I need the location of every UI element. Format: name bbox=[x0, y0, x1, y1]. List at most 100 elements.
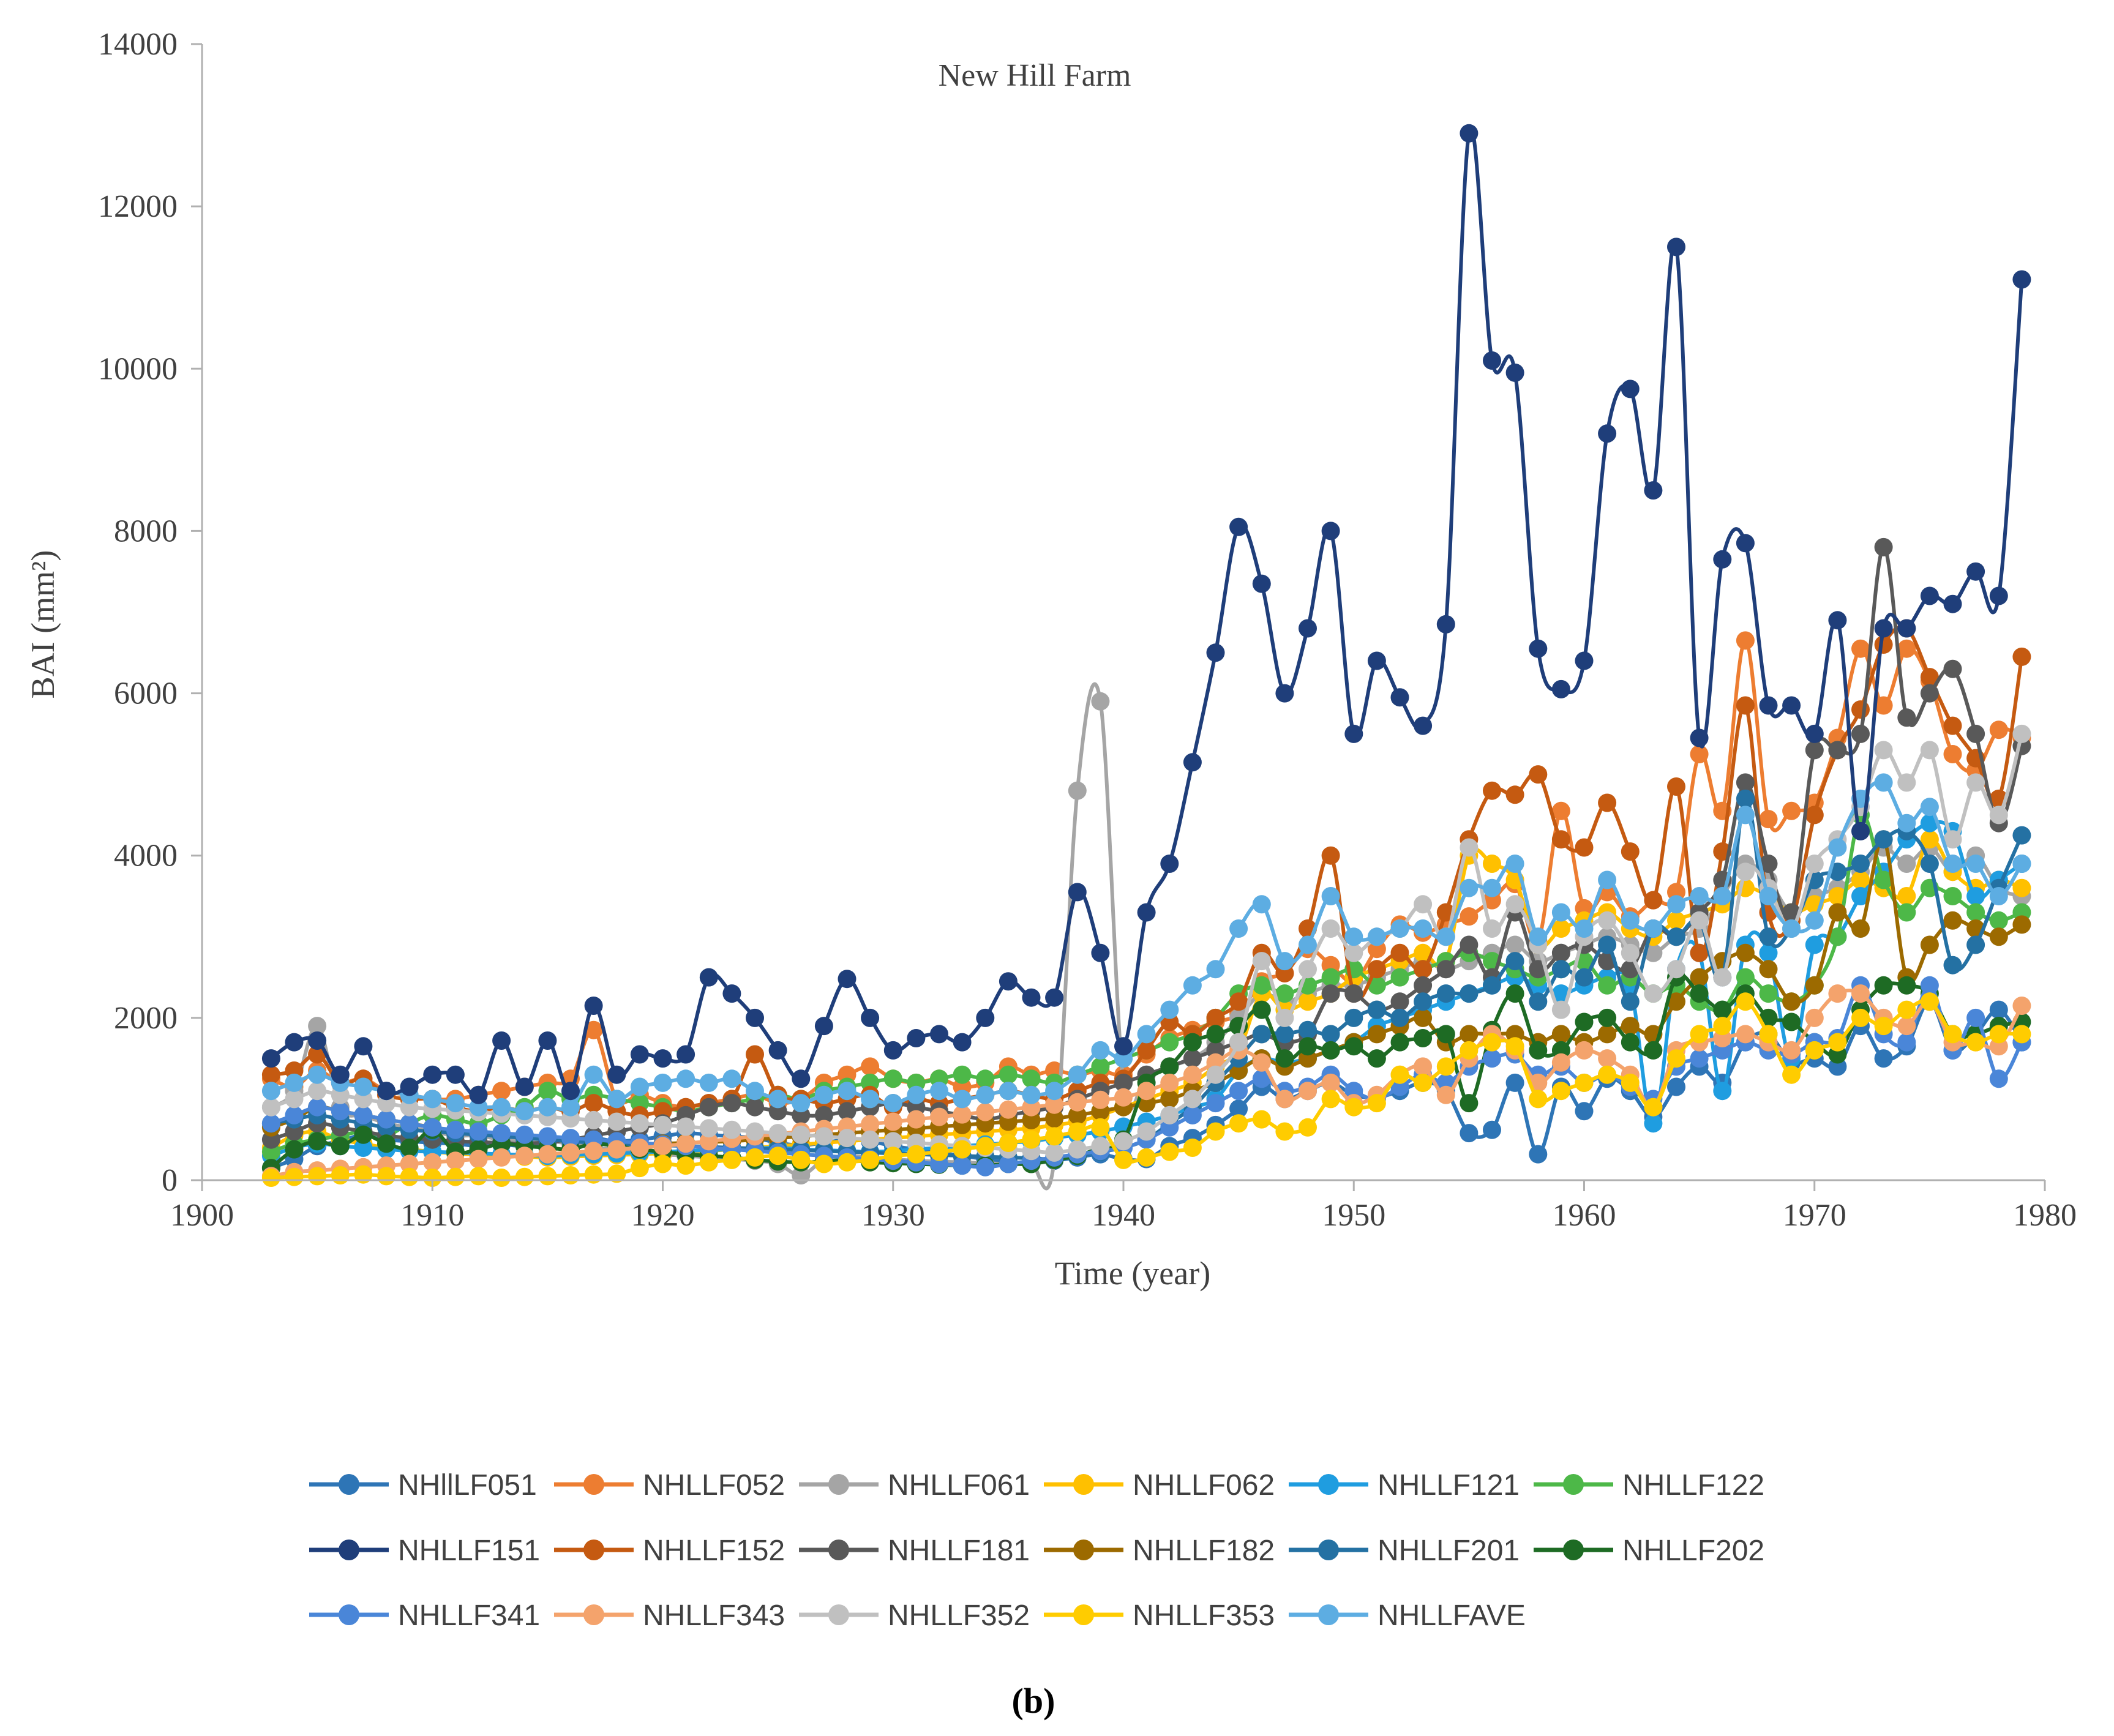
data-point bbox=[1252, 895, 1271, 914]
data-point bbox=[1045, 1143, 1064, 1162]
data-point bbox=[446, 1151, 465, 1170]
data-point bbox=[1690, 984, 1709, 1003]
data-point bbox=[653, 1154, 672, 1173]
legend-label: NHLLF341 bbox=[398, 1599, 540, 1632]
data-point bbox=[1598, 935, 1617, 954]
data-point bbox=[1713, 1082, 1732, 1101]
data-point bbox=[308, 1065, 327, 1084]
data-point bbox=[1045, 1095, 1064, 1114]
data-point bbox=[653, 1115, 672, 1134]
data-point bbox=[1575, 919, 1594, 938]
legend-label: NHLLF353 bbox=[1133, 1599, 1275, 1632]
data-point bbox=[1229, 1082, 1248, 1101]
data-point bbox=[999, 1082, 1018, 1101]
data-point bbox=[1275, 1090, 1294, 1109]
data-point bbox=[492, 1031, 511, 1050]
data-point bbox=[285, 1140, 304, 1159]
data-point bbox=[976, 1085, 995, 1104]
data-point bbox=[1414, 1073, 1433, 1092]
legend-swatch-marker bbox=[1318, 1604, 1339, 1625]
data-point bbox=[1736, 943, 1755, 962]
data-point bbox=[1690, 728, 1709, 747]
data-point bbox=[792, 1094, 811, 1113]
legend-item: NHLLF151 bbox=[309, 1535, 540, 1567]
legend-item: NHLLFAVE bbox=[1289, 1599, 1526, 1632]
legend-item: NHLLF052 bbox=[554, 1469, 785, 1502]
data-point bbox=[1759, 1025, 1778, 1044]
data-point bbox=[722, 984, 741, 1003]
data-point bbox=[722, 1094, 741, 1113]
data-point bbox=[1022, 1110, 1041, 1129]
data-point bbox=[308, 1082, 327, 1101]
legend-item: NHLLF061 bbox=[799, 1469, 1030, 1502]
data-point bbox=[1436, 984, 1455, 1003]
data-point bbox=[1598, 976, 1617, 995]
data-point bbox=[1690, 911, 1709, 930]
y-tick-label: 14000 bbox=[98, 27, 178, 62]
data-point bbox=[584, 1142, 603, 1161]
legend-swatch-marker bbox=[339, 1474, 359, 1495]
data-point bbox=[538, 1031, 557, 1050]
data-point bbox=[1091, 692, 1110, 711]
data-point bbox=[1943, 716, 1962, 735]
data-point bbox=[1321, 1025, 1340, 1044]
data-point bbox=[930, 1082, 948, 1101]
data-point bbox=[1551, 801, 1570, 820]
data-point bbox=[1367, 1000, 1386, 1019]
data-point bbox=[1206, 1008, 1225, 1027]
data-point bbox=[1551, 1000, 1570, 1019]
data-point bbox=[1414, 1008, 1433, 1027]
data-point bbox=[1621, 1073, 1640, 1092]
legend-swatch-marker bbox=[828, 1474, 849, 1495]
data-point bbox=[1414, 1029, 1433, 1047]
panel-label: (b) bbox=[1012, 1681, 1055, 1721]
data-point bbox=[1551, 679, 1570, 698]
data-point bbox=[1782, 1041, 1801, 1060]
data-point bbox=[1252, 1000, 1271, 1019]
data-point bbox=[1943, 1025, 1962, 1044]
data-point bbox=[584, 1110, 603, 1129]
data-point bbox=[1483, 1049, 1501, 1068]
data-point bbox=[838, 1129, 856, 1148]
data-point bbox=[1367, 1049, 1386, 1068]
data-point bbox=[1897, 1000, 1916, 1019]
data-point bbox=[1782, 919, 1801, 938]
data-point bbox=[953, 1156, 972, 1175]
data-point bbox=[1805, 1008, 1824, 1027]
data-point bbox=[883, 1132, 902, 1151]
data-point bbox=[768, 1090, 787, 1109]
data-point bbox=[607, 1164, 626, 1183]
data-point bbox=[1551, 943, 1570, 962]
legend-swatch-marker bbox=[1073, 1540, 1094, 1560]
data-point bbox=[1621, 842, 1640, 861]
data-point bbox=[1828, 984, 1847, 1003]
data-point bbox=[1299, 619, 1317, 638]
data-point bbox=[1045, 1109, 1064, 1128]
data-point bbox=[1759, 810, 1778, 829]
data-point bbox=[1206, 1025, 1225, 1044]
series-nhllf151 bbox=[261, 124, 2031, 1104]
data-point bbox=[1068, 883, 1087, 902]
data-point bbox=[1690, 943, 1709, 962]
legend-swatch-marker bbox=[1318, 1474, 1339, 1495]
data-point bbox=[1068, 1065, 1087, 1084]
legend-swatch-marker bbox=[583, 1474, 604, 1495]
data-point bbox=[1989, 911, 2008, 930]
data-point bbox=[538, 1127, 557, 1146]
data-point bbox=[1851, 724, 1870, 743]
data-point bbox=[584, 1020, 603, 1039]
data-point bbox=[400, 1114, 419, 1133]
data-point bbox=[1897, 887, 1916, 905]
data-point bbox=[1736, 773, 1755, 792]
data-point bbox=[1505, 363, 1524, 382]
data-point bbox=[1713, 550, 1732, 569]
data-point bbox=[1621, 380, 1640, 398]
data-point bbox=[285, 1033, 304, 1052]
data-point bbox=[1299, 935, 1317, 954]
data-point bbox=[1644, 1098, 1663, 1117]
data-point bbox=[446, 1120, 465, 1139]
data-point bbox=[1252, 952, 1271, 971]
data-point bbox=[1943, 855, 1962, 873]
data-point bbox=[1114, 1150, 1133, 1169]
